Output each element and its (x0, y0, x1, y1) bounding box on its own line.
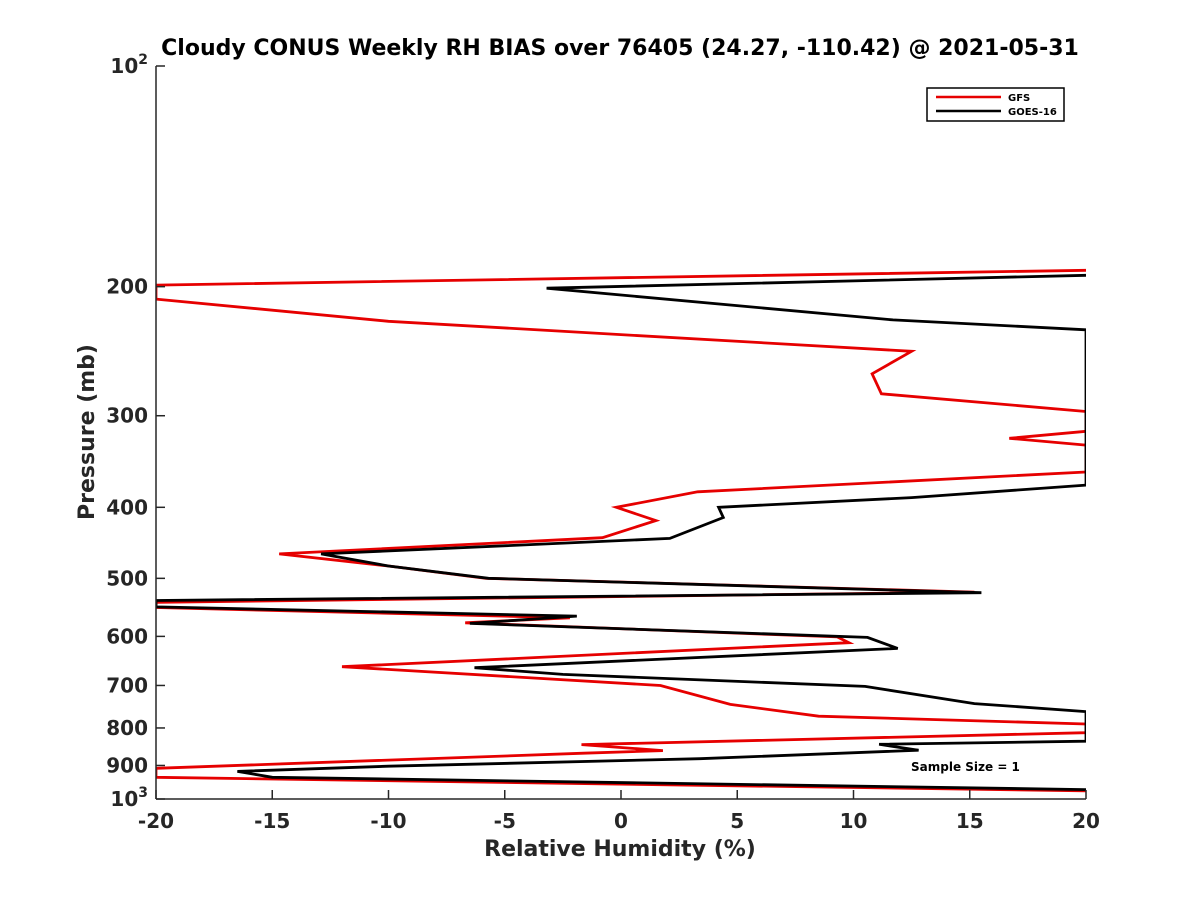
y-tick-label: 200 (106, 275, 148, 299)
y-tick-label: 600 (106, 624, 148, 648)
legend-box (926, 87, 1065, 122)
y-tick-label: 400 (106, 495, 148, 519)
x-tick-label: -15 (254, 809, 290, 833)
x-axis-label: Relative Humidity (%) (484, 837, 756, 862)
legend-label-goes16: GOES-16 (1008, 107, 1057, 118)
chart-title: Cloudy CONUS Weekly RH BIAS over 76405 (… (161, 36, 1079, 61)
legend-label-gfs: GFS (1008, 93, 1030, 104)
y-tick-label: 102 (110, 52, 148, 78)
y-tick-label: 800 (106, 716, 148, 740)
x-tick-label: 15 (956, 809, 984, 833)
y-tick-label: 900 (106, 753, 148, 777)
y-tick-label: 300 (106, 404, 148, 428)
x-tick-label: -10 (370, 809, 406, 833)
x-tick-label: 5 (730, 809, 744, 833)
x-tick-label: -20 (138, 809, 174, 833)
sample-size-annotation: Sample Size = 1 (911, 760, 1020, 774)
series-line-goes-16 (156, 273, 1086, 791)
y-tick-label: 103 (110, 785, 148, 811)
y-tick-label: 500 (106, 566, 148, 590)
x-tick-label: -5 (494, 809, 516, 833)
series-layer (156, 268, 1086, 793)
x-tick-label: 10 (840, 809, 868, 833)
x-tick-label: 0 (614, 809, 628, 833)
axes-layer: -20 -15 -10 -5 0 5 10 15 20 102 200 300 400 500 600 700… (106, 52, 1100, 833)
x-tick-label: 20 (1072, 809, 1100, 833)
legend: GFS GOES-16 (926, 87, 1065, 122)
y-axis-label: Pressure (mb) (75, 344, 100, 520)
y-tick-label: 700 (106, 673, 148, 697)
